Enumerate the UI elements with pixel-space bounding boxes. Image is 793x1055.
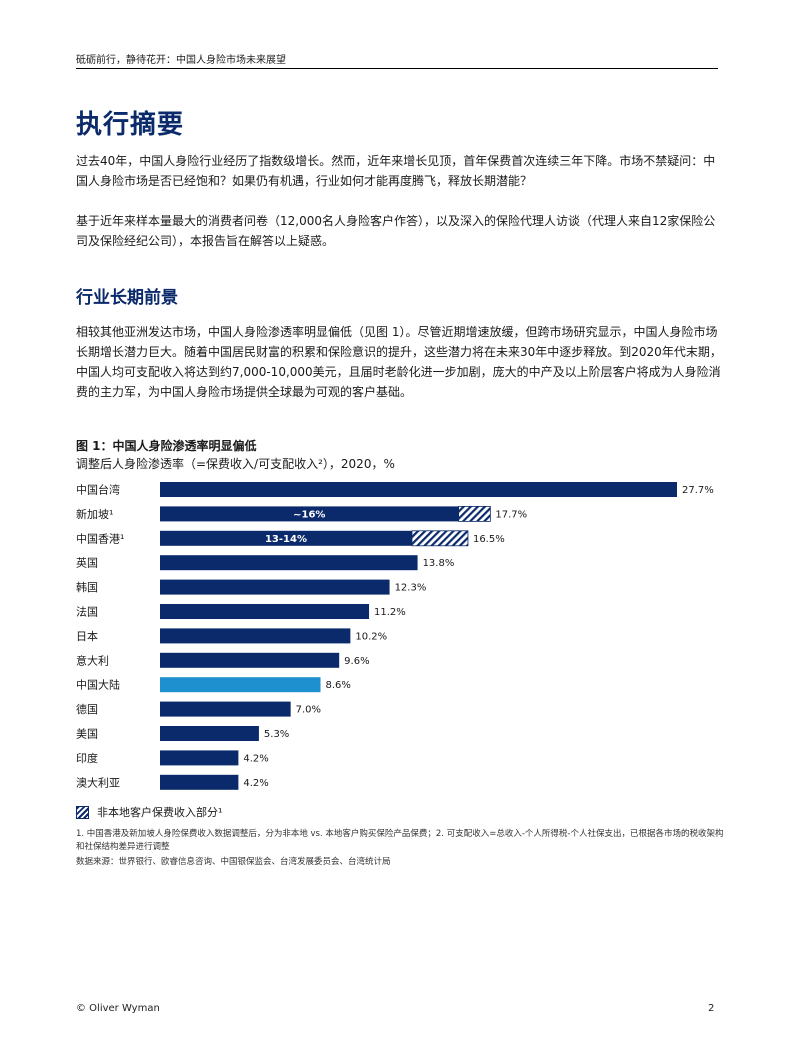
value-label: 13.8% (423, 558, 455, 569)
intro-paragraph-1: 过去40年，中国人身险行业经历了指数级增长。然而，近年来增长见顶，首年保费首次连… (76, 154, 716, 188)
value-label: 7.0% (296, 705, 321, 716)
category-label: 意大利 (76, 653, 109, 667)
section-paragraph: 相较其他亚洲发达市场，中国人身险渗透率明显偏低（见图 1）。尽管近期增速放缓，但… (76, 325, 722, 399)
footnote-1: 1. 中国香港及新加坡人身险保费收入数据调整后，分为非本地 vs. 本地客户购买… (76, 829, 724, 852)
legend-label: 非本地客户保费收入部分¹ (97, 806, 223, 819)
bar (160, 750, 239, 766)
running-header: 砥砺前行，静待花开：中国人身险市场未来展望 (76, 55, 286, 66)
value-label: 27.7% (682, 485, 714, 496)
category-label: 中国香港¹ (76, 532, 124, 545)
bar (160, 726, 259, 741)
figure-subtitle: 调整后人身险渗透率（=保费收入/可支配收入²），2020，% (76, 457, 395, 471)
value-label: 10.2% (355, 631, 387, 642)
value-label: 4.2% (243, 753, 268, 764)
value-label: 9.6% (344, 656, 369, 667)
category-label: 韩国 (76, 580, 98, 594)
value-label: 5.3% (264, 729, 289, 740)
bar (160, 701, 291, 717)
bar-local (160, 530, 412, 546)
bar (160, 628, 351, 644)
bar (160, 555, 418, 571)
category-label: 日本 (76, 629, 98, 643)
page-title: 执行摘要 (76, 110, 185, 140)
bar (160, 677, 321, 693)
category-label: 印度 (76, 751, 98, 765)
category-label: 德国 (76, 702, 98, 716)
page-number: 2 (708, 1003, 715, 1014)
value-label: 16.5% (473, 534, 505, 545)
bar-local (160, 506, 459, 522)
value-label: 17.7% (495, 509, 527, 520)
bar-local-label: ~16% (293, 509, 325, 520)
category-label: 英国 (76, 556, 98, 570)
category-label: 中国台湾 (76, 483, 120, 497)
bar (160, 579, 390, 595)
figure-title: 图 1：中国人身险渗透率明显偏低 (76, 439, 257, 453)
copyright: © Oliver Wyman (76, 1003, 160, 1014)
header-divider (76, 68, 718, 69)
value-label: 8.6% (326, 680, 351, 691)
chart-legend: 非本地客户保费收入部分¹ (76, 804, 222, 820)
value-label: 4.2% (243, 778, 268, 789)
category-label: 中国大陆 (76, 678, 120, 692)
value-label: 11.2% (374, 607, 406, 618)
bar-non-local (458, 505, 491, 522)
category-label: 法国 (76, 605, 98, 619)
value-label: 12.3% (395, 583, 427, 594)
data-source: 数据来源：世界银行、欧睿信息咨询、中国银保监会、台湾发展委员会、台湾统计局 (76, 857, 391, 867)
bar (160, 482, 677, 497)
intro-paragraph-2: 基于近年来样本量最大的消费者问卷（12,000名人身险客户作答），以及深入的保险… (76, 214, 716, 248)
category-label: 美国 (76, 728, 98, 741)
bar-non-local (411, 530, 469, 547)
category-label: 新加坡¹ (76, 507, 113, 521)
bar (160, 604, 370, 619)
category-label: 澳大利亚 (76, 775, 120, 789)
bar (160, 774, 239, 790)
section-title: 行业长期前景 (76, 288, 178, 308)
bar-local-label: 13-14% (265, 534, 307, 545)
bar (160, 652, 340, 668)
hatch-swatch-icon (76, 805, 89, 819)
